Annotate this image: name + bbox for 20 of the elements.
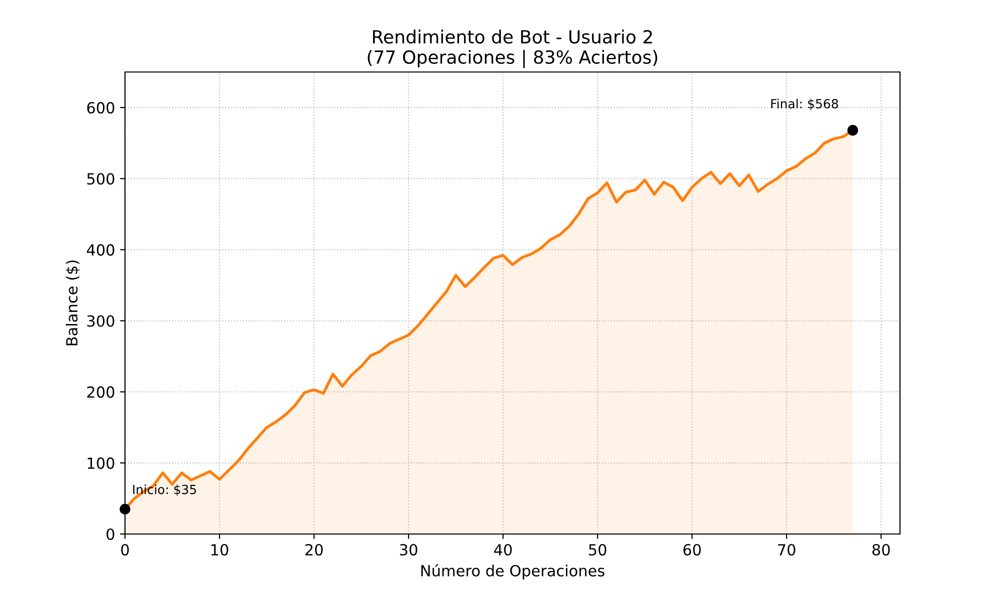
x-tick-label: 10 [211, 544, 228, 556]
annotation: Final: $568 [771, 98, 838, 110]
x-tick-label: 50 [589, 544, 606, 556]
x-axis-title: Número de Operaciones [421, 564, 604, 580]
y-tick-label: 400 [86, 244, 114, 256]
y-tick-label: 100 [88, 457, 114, 469]
y-tick-label: 500 [87, 173, 114, 185]
y-tick-label: 300 [87, 315, 114, 327]
y-axis-title: Balance ($) [66, 260, 80, 346]
y-tick-label: 200 [87, 386, 114, 398]
x-tick-label: 70 [778, 544, 796, 556]
y-tick-label: 600 [87, 102, 114, 114]
x-tick-label: 40 [494, 544, 512, 556]
x-tick-label: 20 [305, 544, 323, 556]
x-tick-label: 60 [683, 544, 701, 556]
x-tick-label: 30 [400, 544, 418, 556]
x-tick-label: 80 [872, 544, 890, 556]
y-tick-label: 0 [106, 528, 114, 540]
x-tick-label: 0 [121, 544, 129, 556]
chart-title: Rendimiento de Bot - Usuario 2 (77 Operaciones | 83% Aciertos) [368, 30, 658, 68]
